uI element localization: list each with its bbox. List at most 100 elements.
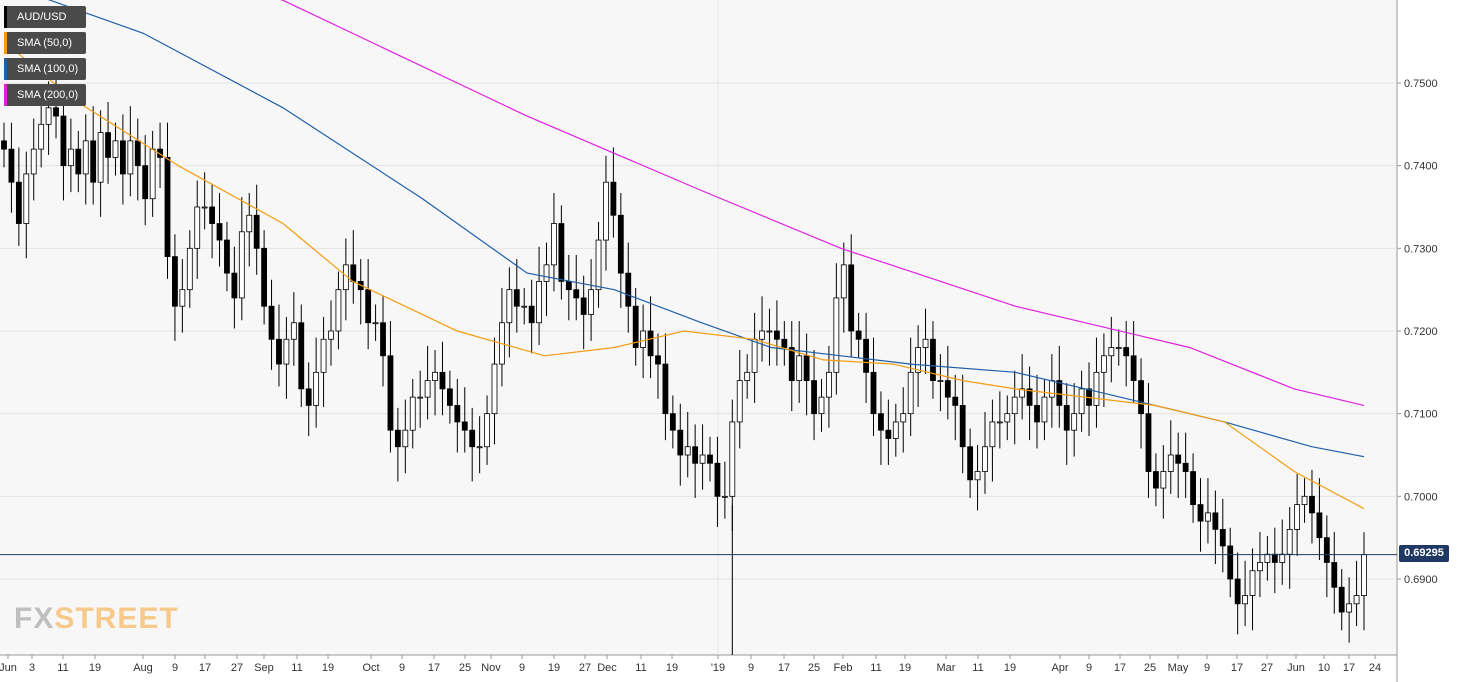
candle-body — [959, 404, 966, 448]
candle-body — [982, 446, 988, 472]
candle-body — [1160, 471, 1167, 489]
plot-area — [0, 0, 1397, 655]
candle-body — [1301, 495, 1308, 506]
x-tick-label: 25 — [459, 662, 471, 674]
y-tick-label: 0.7500 — [1404, 78, 1438, 90]
x-tick-label: 27 — [1261, 662, 1273, 674]
candle-body — [75, 148, 82, 175]
x-tick-label: 19 — [899, 662, 911, 674]
x-tick-label: 3 — [29, 662, 35, 674]
candle-body — [506, 289, 513, 324]
candle-body — [268, 305, 275, 340]
candle-body — [469, 429, 476, 448]
candle-body — [1056, 380, 1063, 406]
candle-body — [1323, 537, 1330, 563]
candle-body — [149, 148, 156, 200]
legend-item-sma100[interactable]: SMA (100,0) — [4, 58, 87, 80]
candle-body — [721, 495, 728, 498]
candle-body — [45, 107, 52, 125]
x-tick-label: 9 — [519, 662, 525, 674]
x-tick-label: 11 — [635, 662, 646, 674]
candle-body — [253, 214, 260, 249]
candle-body — [684, 446, 691, 456]
candle-body — [796, 355, 803, 381]
candle-body — [1063, 404, 1070, 431]
candle-body — [915, 347, 921, 373]
candle-body — [1026, 388, 1033, 406]
x-tick-label: 17 — [199, 662, 211, 674]
candle-body — [521, 305, 528, 308]
candle-body — [1249, 570, 1256, 596]
candle-body — [729, 421, 736, 497]
candle-body — [766, 330, 773, 333]
candle-body — [120, 140, 126, 175]
candle-body — [536, 280, 542, 324]
candle-body — [1264, 553, 1271, 563]
candle-body — [67, 148, 74, 167]
candle-body — [231, 272, 238, 299]
candle-body — [298, 322, 305, 390]
candle-body — [551, 223, 557, 266]
candle-body — [194, 206, 201, 249]
y-tick-label: 0.7200 — [1404, 326, 1438, 338]
candle-body — [1353, 595, 1360, 605]
candle-body — [1361, 554, 1367, 596]
candle-body — [907, 371, 914, 415]
legend-item-audusd[interactable]: AUD/USD — [4, 6, 87, 28]
legend-item-sma200[interactable]: SMA (200,0) — [4, 84, 87, 106]
candle-body — [1309, 495, 1315, 514]
candle-body — [1331, 562, 1338, 588]
candle-body — [692, 446, 699, 464]
x-tick-label: 24 — [1369, 662, 1381, 674]
candle-body — [1205, 512, 1211, 522]
candle-body — [238, 231, 245, 299]
candle-body — [580, 297, 587, 315]
candle-body — [1115, 347, 1122, 349]
candle-body — [937, 380, 944, 383]
candle-body — [1145, 413, 1152, 472]
legend-swatch — [4, 84, 7, 106]
candle-body — [513, 289, 520, 307]
x-tick-label: 19 — [666, 662, 678, 674]
candle-body — [803, 355, 810, 381]
candle-body — [885, 429, 892, 439]
candle-body — [276, 338, 282, 365]
legend-item-sma50[interactable]: SMA (50,0) — [4, 32, 87, 54]
candle-body — [1234, 578, 1241, 605]
x-tick-label: 17 — [428, 662, 440, 674]
candle-body — [1130, 355, 1137, 381]
candle-body — [610, 181, 617, 216]
x-tick-label: 17 — [1343, 662, 1355, 674]
candle-body — [603, 181, 609, 241]
candle-body — [632, 305, 639, 348]
candle-body — [1219, 529, 1226, 547]
candle-body — [1153, 471, 1159, 489]
candle-body — [127, 140, 134, 175]
x-tick-label: 9 — [748, 662, 754, 674]
candle-body — [818, 396, 825, 415]
candle-body — [201, 206, 208, 209]
candle-body — [759, 330, 765, 340]
candle-body — [788, 347, 795, 381]
candle-body — [878, 413, 884, 431]
x-tick-label: 19 — [322, 662, 334, 674]
sma-50-line — [3, 41, 1365, 510]
x-tick-label: 17 — [778, 662, 790, 674]
candle-body — [967, 446, 974, 481]
candle-body — [350, 264, 357, 282]
candle-body — [1123, 347, 1130, 357]
candle-body — [855, 330, 862, 340]
candle-body — [1294, 504, 1301, 530]
candle-body — [454, 404, 461, 423]
candle-body — [491, 363, 498, 415]
x-tick-label: 9 — [172, 662, 178, 674]
candle-body — [216, 223, 223, 241]
candle-body — [1271, 553, 1278, 563]
candle-body — [432, 371, 438, 382]
legend: AUD/USD SMA (50,0) SMA (100,0) SMA (200,… — [4, 6, 87, 110]
candle-body — [1041, 396, 1048, 423]
candle-body — [1286, 529, 1293, 555]
candle-body — [1242, 595, 1248, 605]
x-tick-label: Dec — [597, 662, 617, 674]
candle-body — [290, 322, 297, 340]
